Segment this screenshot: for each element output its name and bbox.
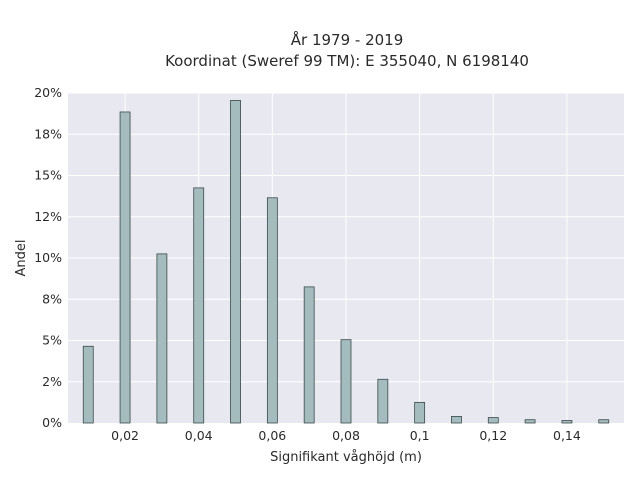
x-tick-labels: 0,02 0,04 0,06 0,08 0,1 0,12 0,14 [111,428,581,443]
histogram-bar [377,378,389,424]
y-tick-label: 0% [42,415,62,430]
histogram-bar [119,111,131,424]
y-tick-label: 18% [34,126,62,141]
histogram-bar [266,197,278,424]
x-axis-label: Signifikant våghöjd (m) [270,450,422,465]
histogram-bar [414,401,426,424]
y-tick-label: 15% [34,168,62,183]
x-tick-label: 0,06 [258,428,286,443]
chart-title-line-2: Koordinat (Sweref 99 TM): E 355040, N 61… [165,52,529,70]
y-tick-label: 8% [42,291,62,306]
histogram-bar [561,420,573,424]
bars [82,100,610,424]
x-tick-label: 0,12 [479,428,507,443]
y-tick-labels: 0% 2% 5% 8% 10% 12% 15% 18% 20% [34,85,62,430]
histogram-bar [82,345,94,424]
histogram-bar [524,419,536,424]
histogram-bar [156,253,168,424]
y-tick-label: 10% [34,250,62,265]
y-tick-label: 20% [34,85,62,100]
x-tick-label: 0,14 [553,428,581,443]
y-axis-label: Andel [14,240,29,277]
histogram-bar [598,419,610,424]
histogram-bar [487,417,499,424]
histogram-bar [340,339,352,424]
y-tick-label: 2% [42,374,62,389]
histogram-bar [451,415,462,424]
x-tick-label: 0,08 [332,428,360,443]
histogram-bar [230,100,241,424]
x-tick-label: 0,04 [185,428,213,443]
y-tick-label: 5% [42,333,62,348]
chart-title-line-1: År 1979 - 2019 [291,30,404,49]
y-tick-label: 12% [34,209,62,224]
histogram-bar [303,286,315,424]
histogram-bar [193,187,205,424]
x-tick-label: 0,1 [410,428,430,443]
x-tick-label: 0,02 [111,428,139,443]
